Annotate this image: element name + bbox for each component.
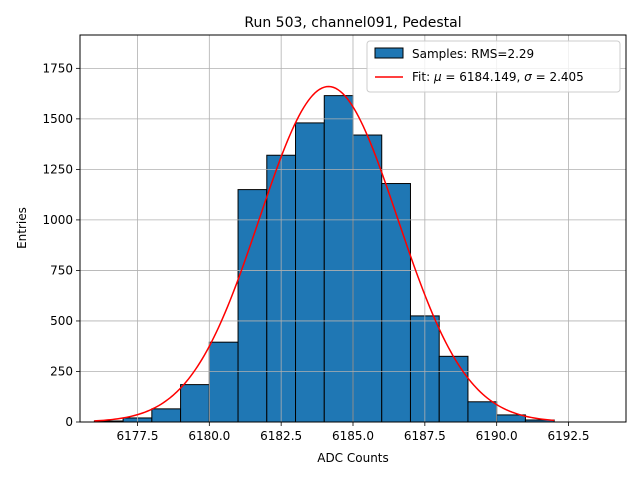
histogram-bar-7 [295,122,325,423]
y-tick-label-5: 1250 [42,162,73,176]
histogram-bar-13 [467,401,498,423]
x-tick-label-5: 6190.0 [476,429,518,443]
x-tick-label-2: 6182.5 [260,429,302,443]
histogram-bar-12 [438,355,469,423]
legend-fit-mu-symbol: μ [433,70,442,84]
fit-curve [94,85,555,422]
legend-fit-mu-value: = 6184.149, [442,70,525,84]
histogram-bar-10 [381,183,411,423]
histogram-bar-2 [151,408,182,423]
histogram-bar-8 [323,95,354,423]
y-tick-label-3: 750 [50,263,73,277]
y-tick-label-7: 1750 [42,61,73,75]
legend-fit-sigma-value: = 2.405 [532,70,584,84]
histogram-bars [93,95,555,423]
legend-samples-label: Samples: RMS=2.29 [412,47,534,61]
legend: Samples: RMS=2.29 Fit: μ = 6184.149, σ =… [366,40,621,93]
legend-fit-sigma-symbol: σ [524,70,532,84]
legend-fit-label: Fit: μ = 6184.149, σ = 2.405 [412,70,584,84]
histogram-bar-4 [208,341,239,423]
y-tick-label-6: 1500 [42,112,73,126]
x-axis-label: ADC Counts [317,451,389,465]
x-tick-label-1: 6180.0 [188,429,230,443]
x-axis-ticks: 6177.5 6180.0 6182.5 6185.0 6187.5 6190.0 6192… [116,422,590,443]
legend-fit-prefix: Fit: [412,70,434,84]
legend-samples-swatch [374,47,404,59]
chart-title: Run 503, channel091, Pedestal [244,15,461,31]
histogram-bar-5 [237,189,268,423]
histogram-bar-14 [496,414,526,423]
x-tick-label-4: 6187.5 [404,429,446,443]
x-tick-label-0: 6177.5 [116,429,158,443]
y-tick-label-1: 250 [50,364,73,378]
y-axis-ticks: 0 250 500 750 1000 1250 1500 1750 [42,61,80,429]
y-tick-label-0: 0 [65,415,73,429]
legend-box [366,40,621,93]
histogram-bar-3 [180,384,210,423]
x-tick-label-3: 6185.0 [332,429,374,443]
y-axis-label: Entries [15,207,29,249]
x-tick-label-6: 6192.5 [548,429,590,443]
histogram-bar-9 [352,134,383,423]
y-tick-label-4: 1000 [42,213,73,227]
y-tick-label-2: 500 [50,314,73,328]
